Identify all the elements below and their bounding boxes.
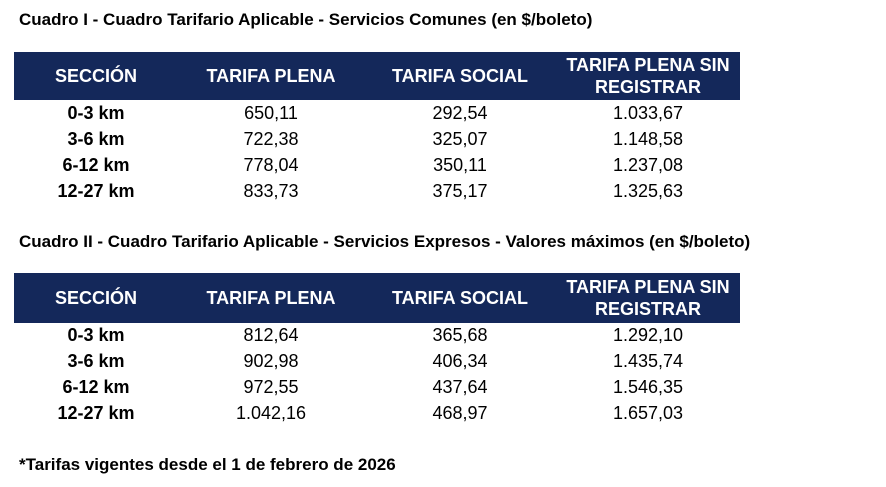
- header-text: TARIFA PLENA SIN REGISTRAR: [566, 55, 730, 97]
- fare-cell: 722,38: [243, 129, 299, 149]
- section-label: 0-3 km: [67, 325, 125, 345]
- header-cell: TARIFA SOCIAL: [364, 52, 556, 100]
- table-title: Cuadro II - Cuadro Tarifario Aplicable -…: [19, 232, 751, 251]
- fare-cell: 902,98: [243, 351, 299, 371]
- header-cell: TARIFA SOCIAL: [364, 273, 556, 323]
- section-label: 6-12 km: [62, 377, 130, 397]
- header-text: TARIFA SOCIAL: [392, 288, 528, 308]
- fare-cell: 325,07: [432, 129, 488, 149]
- header-cell: SECCIÓN: [14, 273, 178, 323]
- fare-cell: 972,55: [243, 377, 299, 397]
- header-cell: TARIFA PLENA: [178, 52, 364, 100]
- header-cell: TARIFA PLENA: [178, 273, 364, 323]
- header-text: TARIFA SOCIAL: [392, 66, 528, 86]
- table-header: SECCIÓN TARIFA PLENA TARIFA SOCIAL TARIFA P…: [14, 52, 740, 100]
- fare-cell: 437,64: [432, 377, 488, 397]
- fare-cell: 812,64: [243, 325, 299, 345]
- fare-cell: 375,17: [432, 181, 488, 201]
- fare-cell: 650,11: [244, 103, 298, 123]
- table-title: Cuadro I - Cuadro Tarifario Aplicable - …: [19, 10, 593, 29]
- fare-cell: 1.042,16: [235, 403, 307, 423]
- header-cell: TARIFA PLENA SIN REGISTRAR: [556, 273, 740, 323]
- fare-cell: 778,04: [243, 155, 299, 175]
- fare-cell: 1.435,74: [612, 351, 684, 371]
- fare-cell: 350,11: [433, 155, 487, 175]
- header-text: TARIFA PLENA: [206, 66, 336, 86]
- footnote: *Tarifas vigentes desde el 1 de febrero …: [19, 455, 396, 474]
- section-label: 12-27 km: [57, 403, 135, 423]
- section-label: 3-6 km: [67, 351, 125, 371]
- fare-cell: 1.292,10: [612, 325, 684, 345]
- header-text: TARIFA PLENA SIN REGISTRAR: [566, 277, 730, 319]
- fare-cell: 365,68: [432, 325, 488, 345]
- fare-cell: 406,34: [432, 351, 488, 371]
- header-cell: SECCIÓN: [14, 52, 178, 100]
- fare-cell: 1.033,67: [612, 103, 684, 123]
- section-label: 0-3 km: [67, 103, 125, 123]
- table-header: SECCIÓN TARIFA PLENA TARIFA SOCIAL TARIFA P…: [14, 273, 740, 323]
- fare-cell: 1.657,03: [612, 403, 684, 423]
- header-cell: TARIFA PLENA SIN REGISTRAR: [556, 52, 740, 100]
- section-label: 3-6 km: [67, 129, 125, 149]
- fare-cell: 1.148,58: [612, 129, 684, 149]
- header-text: TARIFA PLENA: [206, 288, 336, 308]
- fare-cell: 468,97: [432, 403, 488, 423]
- fare-cell: 292,54: [432, 103, 488, 123]
- section-label: 6-12 km: [62, 155, 130, 175]
- fare-cell: 833,73: [243, 181, 299, 201]
- fare-cell: 1.237,08: [612, 155, 684, 175]
- section-label: 12-27 km: [57, 181, 135, 201]
- header-text: SECCIÓN: [54, 288, 137, 308]
- fare-cell: 1.546,35: [612, 377, 684, 397]
- fare-cell: 1.325,63: [612, 181, 684, 201]
- header-text: SECCIÓN: [54, 66, 137, 86]
